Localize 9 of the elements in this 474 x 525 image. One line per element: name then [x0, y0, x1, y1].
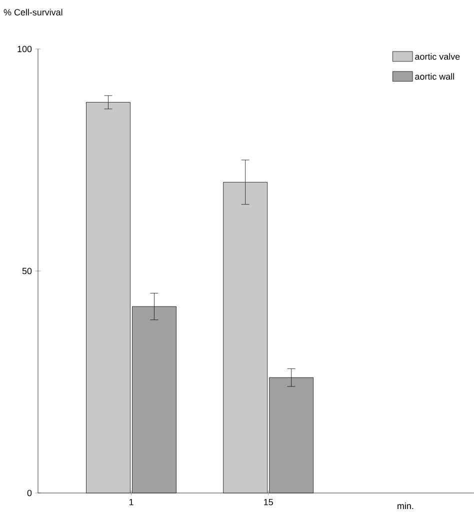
x-tick-label: 15: [264, 499, 273, 506]
x-tick-label: 1: [129, 499, 134, 506]
y-tick-label: 50: [22, 268, 32, 274]
y-tick-label: 0: [27, 490, 32, 496]
y-axis-title: % Cell-survival: [4, 8, 62, 16]
legend-label: aortic wall: [415, 73, 454, 80]
y-tick-label: 100: [18, 46, 32, 52]
text: min.: [398, 502, 414, 510]
legend-label: aortic valve: [415, 53, 460, 60]
